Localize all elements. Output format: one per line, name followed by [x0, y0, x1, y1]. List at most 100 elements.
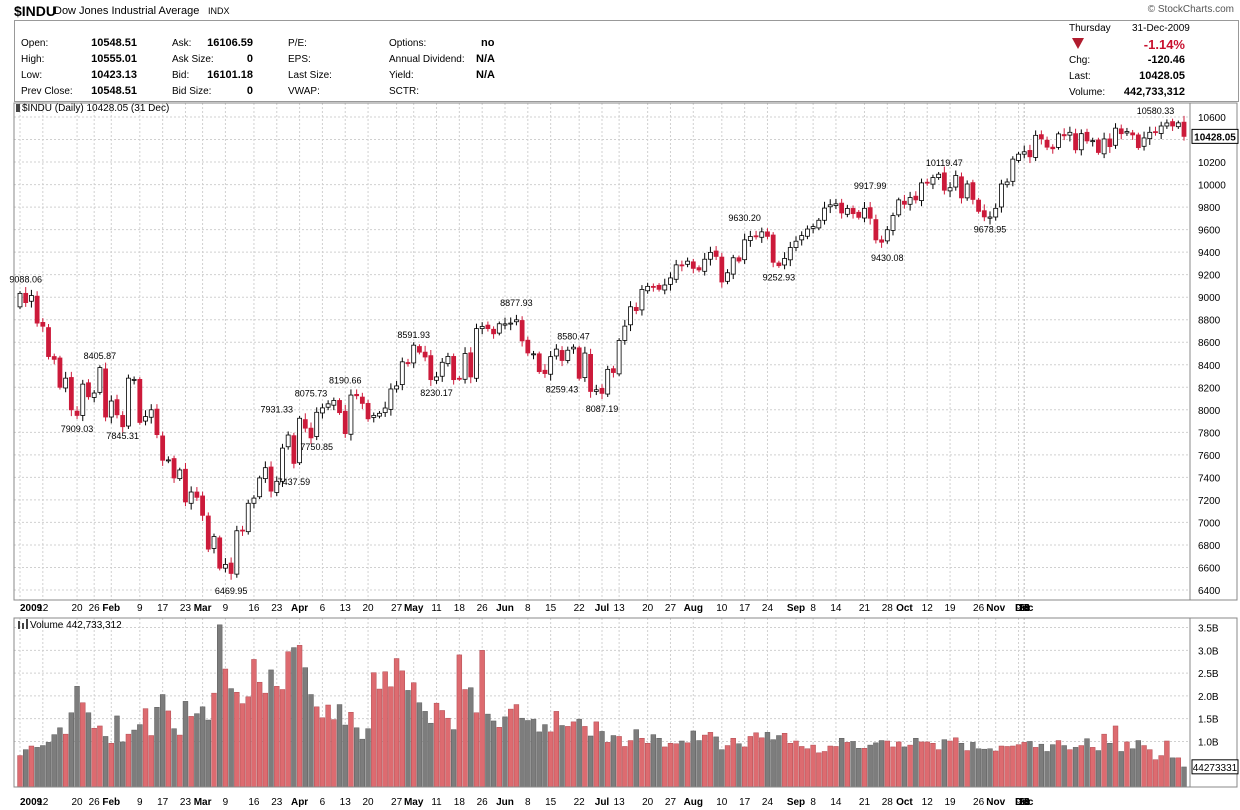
- volume-bar: [45, 742, 52, 788]
- volume-bar: [1101, 733, 1107, 788]
- volume-legend-icon: [22, 623, 24, 629]
- candle-body: [148, 409, 154, 418]
- change-percent: -1.14%: [1143, 37, 1185, 52]
- candle-body: [525, 339, 531, 354]
- candle-body: [188, 491, 194, 504]
- candle-body: [827, 204, 833, 208]
- price-x-label: 14: [1019, 603, 1031, 614]
- candle-body: [536, 353, 542, 373]
- candle-body: [890, 215, 896, 231]
- price-x-label: 7: [1021, 603, 1027, 614]
- volume-bar: [833, 746, 839, 788]
- candle-body: [753, 235, 759, 238]
- volume-bar: [770, 739, 776, 788]
- volume-bar: [861, 748, 868, 788]
- price-x-label: Dec: [1015, 603, 1034, 614]
- volume-bar: [730, 738, 736, 788]
- price-annotation: 8580.47: [557, 331, 590, 341]
- volume-bar: [519, 717, 525, 788]
- volume-x-label: Aug: [684, 797, 703, 808]
- volume-bar: [450, 729, 457, 788]
- volume-bar: [570, 721, 577, 788]
- yield-label: Yield:: [389, 70, 414, 81]
- volume-bar: [154, 707, 160, 788]
- candle-body: [1170, 121, 1175, 127]
- price-x-label: 26: [89, 603, 101, 614]
- volume-bar: [958, 743, 965, 788]
- volume-x-label: Mar: [194, 797, 212, 808]
- volume-bar: [633, 729, 639, 788]
- volume-bar: [445, 717, 451, 788]
- candle-body: [1078, 133, 1084, 151]
- candle-body: [1090, 140, 1096, 143]
- volume-legend-icon: [26, 619, 28, 629]
- volume-x-label: 13: [340, 797, 352, 808]
- volume-x-label: 9: [137, 797, 143, 808]
- price-tick-label: 9000: [1198, 293, 1221, 304]
- candle-body: [1004, 181, 1010, 186]
- price-x-label: 23: [1019, 603, 1031, 614]
- volume-x-label: 16: [248, 797, 260, 808]
- volume-bar: [490, 720, 497, 788]
- quote-day: Thursday: [1069, 23, 1111, 34]
- pe-label: P/E:: [288, 38, 307, 49]
- options-label: Options:: [389, 38, 427, 49]
- volume-bar: [799, 746, 805, 788]
- volume-x-label: May: [404, 797, 424, 808]
- volume-bar: [975, 748, 982, 788]
- price-x-label: Jun: [496, 603, 514, 614]
- candle-body: [325, 403, 331, 408]
- candle-body: [936, 173, 942, 178]
- chart-axes: 6400660068007000720074007600780080008200…: [13, 102, 1239, 808]
- volume-bar: [28, 745, 35, 788]
- yield-value: N/A: [476, 69, 495, 81]
- price-x-label: Jul: [595, 603, 610, 614]
- volume-bar: [1044, 751, 1050, 788]
- volume-x-label: 15: [545, 797, 557, 808]
- volume-bar: [188, 716, 194, 788]
- candle-body: [611, 368, 616, 373]
- price-panel-frame: [13, 102, 1238, 601]
- price-x-label: 6: [320, 603, 326, 614]
- candle-body: [571, 346, 576, 350]
- volume-tick-label: 2.5B: [1198, 669, 1219, 680]
- candle-body: [428, 355, 434, 381]
- volume-bar: [496, 727, 502, 788]
- candle-body: [822, 207, 827, 221]
- volume-bar: [536, 731, 542, 788]
- price-annotation: 10119.47: [926, 158, 963, 168]
- candle-body: [1073, 133, 1078, 151]
- candle-body: [1067, 131, 1073, 136]
- volume-bar: [228, 688, 234, 788]
- stockcharts-logo[interactable]: © StockCharts.com: [1147, 4, 1234, 15]
- volume-bar: [605, 742, 611, 788]
- price-annotation: 8591.93: [397, 330, 430, 340]
- candle-body: [702, 258, 708, 272]
- volume-bar: [148, 735, 154, 788]
- volume-bar: [131, 729, 137, 788]
- candle-body: [713, 250, 719, 257]
- volume-bar: [331, 719, 337, 788]
- volume-bar: [856, 748, 862, 788]
- volume-bar: [1004, 746, 1010, 788]
- volume-bar: [68, 712, 75, 788]
- price-x-label: 28: [882, 603, 894, 614]
- exchange-label: INDX: [208, 6, 230, 16]
- price-annotation: 8087.19: [586, 404, 619, 414]
- candle-body: [183, 468, 188, 503]
- price-x-label: 26: [973, 603, 985, 614]
- volume-x-label: Jul: [595, 797, 610, 808]
- candle-body: [17, 292, 23, 308]
- candle-body: [439, 361, 445, 377]
- volume-bar: [97, 725, 103, 788]
- candle-body: [285, 434, 291, 448]
- price-tick-label: 8400: [1198, 361, 1221, 372]
- volume-bar: [667, 743, 674, 788]
- volume-x-label: 27: [665, 797, 677, 808]
- volume-bar: [302, 667, 308, 788]
- price-annotation: 9252.93: [763, 273, 796, 283]
- volume-bar: [1141, 745, 1147, 788]
- candle-body: [108, 400, 114, 418]
- candle-body: [485, 324, 491, 330]
- candle-body: [668, 277, 673, 285]
